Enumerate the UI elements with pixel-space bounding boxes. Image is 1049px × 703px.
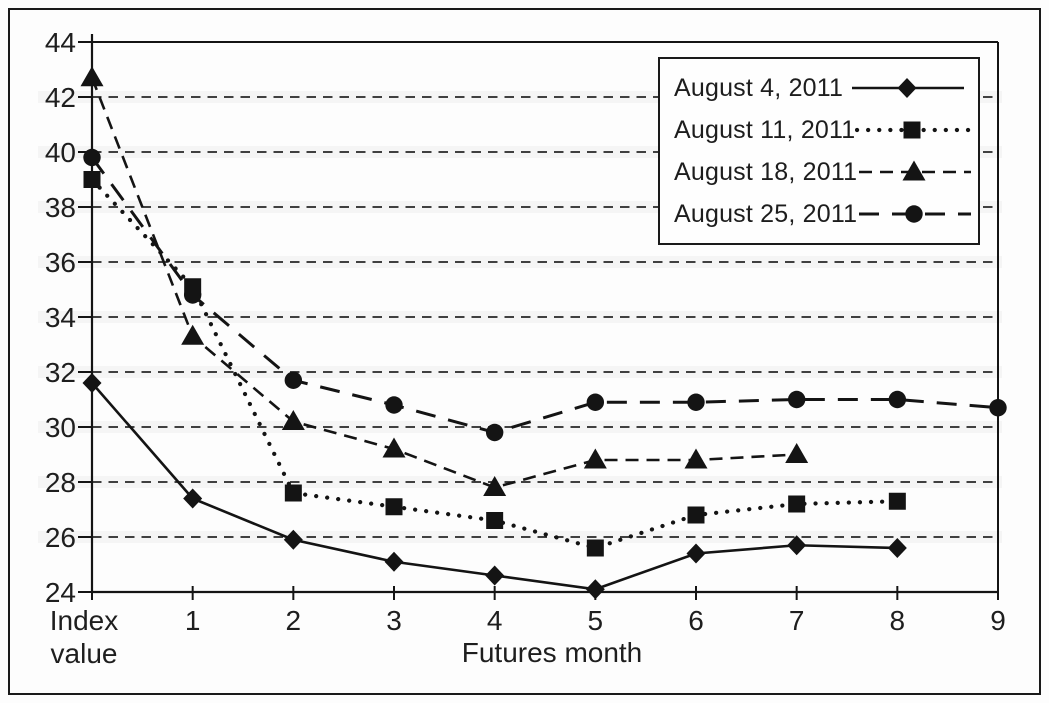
figure-border (8, 8, 1041, 695)
diamond-marker-icon (283, 529, 303, 550)
circle-marker-icon (888, 390, 907, 409)
triangle-marker-icon (181, 324, 205, 345)
x-tick-label: 1 (185, 605, 201, 636)
y-tick-label: 42 (45, 82, 76, 113)
triangle-marker-icon (785, 443, 809, 463)
x-axis: Index value 1 2 3 4 5 6 7 8 9 (50, 586, 1006, 669)
gridline-band (38, 476, 1002, 488)
square-marker-icon (586, 539, 604, 557)
diamond-marker-icon (787, 535, 807, 556)
series-markers-august-4-2011 (82, 373, 907, 600)
circle-marker-icon (284, 371, 303, 389)
x-tick-label: 4 (487, 605, 503, 636)
legend-item-august-11: August 11, 2011 (674, 115, 972, 145)
circle-marker-icon (905, 205, 923, 223)
circle-marker-icon (83, 148, 101, 167)
gridline-band (38, 366, 1002, 378)
square-marker-icon (83, 171, 101, 188)
square-marker-icon (184, 278, 202, 296)
diamond-marker-icon (485, 565, 505, 586)
square-marker-icon (284, 484, 302, 502)
square-marker-icon (486, 512, 504, 529)
x-tick-label: 8 (890, 605, 906, 636)
y-tick-label: 26 (45, 522, 76, 553)
x-tick-label: 5 (588, 605, 604, 636)
triangle-marker-icon (583, 448, 607, 469)
circle-marker-icon (989, 399, 1007, 417)
diamond-marker-icon (897, 78, 917, 98)
legend-label: August 4, 2011 (674, 73, 844, 102)
diamond-marker-icon (585, 579, 605, 600)
series-line-august-25-2011 (90, 156, 999, 435)
y-tick-label: 28 (45, 467, 76, 498)
square-marker-icon (888, 492, 906, 510)
legend: August 4, 2011 August 11, 2011 August 18… (658, 57, 980, 245)
legend-item-august-18: August 18, 2011 (674, 157, 972, 187)
diamond-marker-icon (384, 551, 404, 572)
triangle-marker-icon (684, 448, 708, 469)
series-line-august-18-2011 (90, 77, 797, 489)
circle-marker-icon (787, 390, 806, 409)
legend-item-august-4: August 4, 2011 (674, 73, 968, 103)
legend-item-august-25: August 25, 2011 (674, 199, 972, 229)
gridline-band (38, 311, 1002, 323)
y-axis: 44 42 40 38 36 34 32 30 28 26 24 (45, 27, 92, 608)
square-marker-icon (788, 495, 806, 513)
x-tick-label: 9 (990, 605, 1006, 636)
diamond-marker-icon (686, 543, 706, 564)
y-tick-label: 40 (45, 137, 76, 168)
gridline-band (38, 421, 1002, 433)
series-markers-august-18-2011 (80, 66, 809, 496)
triangle-marker-icon (80, 66, 104, 87)
plot-frame (90, 34, 999, 594)
circle-marker-icon (687, 393, 705, 411)
y-tick-label: 24 (45, 577, 76, 608)
x-tick-label: 3 (386, 605, 402, 636)
diamond-marker-icon (82, 373, 102, 393)
series-markers-august-11-2011 (83, 171, 906, 557)
legend-label: August 25, 2011 (674, 199, 858, 228)
y-tick-label: 38 (45, 192, 76, 223)
square-marker-icon (385, 498, 403, 516)
y-tick-label: 36 (45, 247, 76, 278)
circle-marker-icon (586, 393, 605, 411)
x-tick-label: 2 (286, 605, 302, 636)
x-tick-label: 7 (789, 605, 805, 636)
square-marker-icon (687, 506, 705, 524)
circle-marker-icon (385, 396, 403, 414)
diamond-marker-icon (887, 538, 907, 558)
y-gridlines (92, 96, 998, 538)
square-marker-icon (903, 121, 921, 139)
triangle-marker-icon (382, 437, 406, 458)
y-tick-label: 44 (45, 27, 76, 58)
triangle-marker-icon (281, 410, 305, 430)
triangle-marker-icon (483, 476, 507, 496)
y-tick-label: 32 (45, 357, 76, 388)
triangle-marker-icon (902, 160, 926, 181)
legend-sample-solid-diamond (852, 78, 964, 98)
x-tick-label: 6 (688, 605, 704, 636)
legend-sample-dotted-square (855, 121, 972, 139)
diamond-marker-icon (183, 488, 203, 509)
x-tick-label: Index value (50, 605, 119, 669)
circle-marker-icon (485, 423, 504, 442)
y-tick-label: 34 (45, 302, 76, 333)
x-axis-title: Futures month (462, 637, 643, 668)
legend-sample-dashed-triangle (859, 160, 972, 181)
series-line-august-11-2011 (89, 177, 900, 551)
legend-label: August 18, 2011 (674, 157, 858, 186)
y-tick-label: 30 (45, 412, 76, 443)
gridline-band (38, 256, 1002, 268)
legend-sample-longdash-circle (859, 205, 972, 223)
legend-label: August 11, 2011 (674, 115, 856, 144)
